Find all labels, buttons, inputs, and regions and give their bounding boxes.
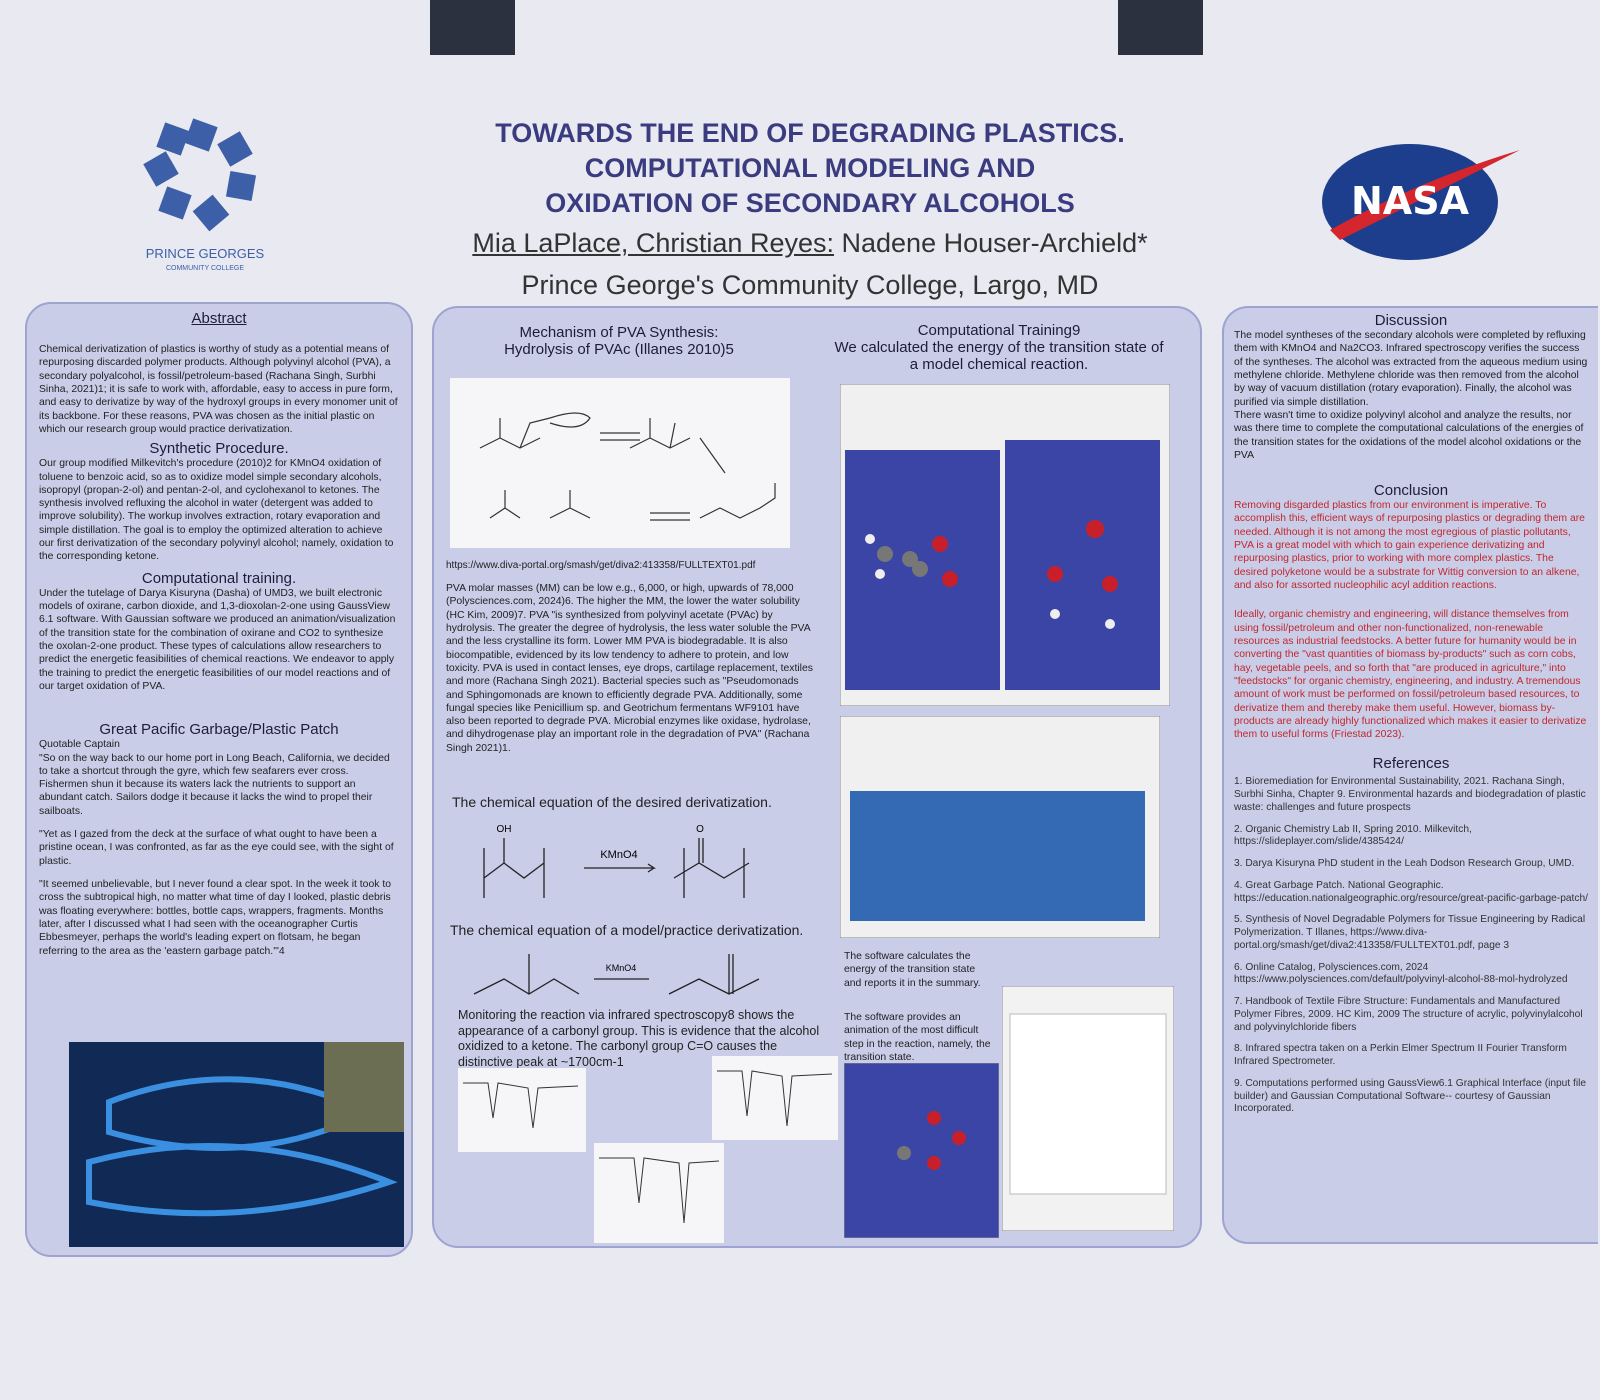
gaussview-window: [840, 384, 1170, 706]
paragraph: Chemical derivatization of plastics is w…: [39, 344, 398, 435]
reference: 2. Organic Chemistry Lab II, Spring 2010…: [1234, 823, 1472, 848]
reference: 8. Infrared spectra taken on a Perkin El…: [1234, 1043, 1567, 1068]
logo-text: NASA: [1351, 179, 1470, 223]
title-line: TOWARDS THE END OF DEGRADING PLASTICS.: [495, 118, 1125, 148]
clip: [1118, 0, 1203, 55]
ir-spectrum: [458, 1068, 586, 1152]
students: Mia LaPlace, Christian Reyes:: [472, 228, 834, 258]
gaussian-window: [840, 716, 1160, 938]
reference: 7. Handbook of Textile Fibre Structure: …: [1234, 996, 1583, 1033]
svg-text:O: O: [696, 824, 704, 835]
paragraph: Our group modified Milkevitch's procedur…: [39, 458, 394, 563]
heading: References: [1372, 755, 1450, 773]
heading: Conclusion: [1373, 482, 1449, 500]
caption: The software provides an animation of th…: [844, 1012, 991, 1063]
reference: 3. Darya Kisuryna PhD student in the Lea…: [1234, 858, 1575, 870]
nasa-logo: NASA: [1322, 144, 1520, 260]
affiliation: Prince George's Community College, Largo…: [521, 270, 1099, 300]
heading: Synthetic Procedure.: [149, 440, 289, 458]
paragraph: Removing disgarded plastics from our env…: [1234, 500, 1585, 591]
reference: 6. Online Catalog, Polysciences.com, 202…: [1234, 961, 1568, 986]
reference: 1. Bioremediation for Environmental Sust…: [1234, 776, 1586, 813]
subheading: Quotable Captain: [39, 739, 120, 751]
clip: [430, 0, 515, 55]
advisor: Nadene Houser-Archield*: [841, 228, 1148, 258]
caption: The software calculates the energy of th…: [844, 951, 981, 989]
title-line: OXIDATION OF SECONDARY ALCOHOLS: [545, 188, 1075, 218]
middle-panel: Mechanism of PVA Synthesis: Hydrolysis o…: [432, 306, 1202, 1248]
reference: 9. Computations performed using GaussVie…: [1234, 1077, 1587, 1115]
paragraph: Under the tutelage of Darya Kisuryna (Da…: [39, 587, 396, 692]
heading: The chemical equation of the desired der…: [452, 794, 772, 810]
mechanism-diagram: [450, 378, 790, 548]
logo-text: PRINCE GEORGES: [146, 246, 265, 261]
college-logo: PRINCE GEORGES COMMUNITY COLLEGE: [143, 118, 265, 272]
heading: Hydrolysis of PVAc (Illanes 2010)5: [504, 341, 734, 358]
reagent: KMnO4: [600, 849, 637, 861]
summary-window: [1002, 986, 1174, 1231]
equation-1: OH O KMnO4: [483, 824, 750, 898]
reagent: KMnO4: [606, 963, 637, 973]
heading: The chemical equation of a model/practic…: [450, 922, 804, 938]
right-panel: Discussion The model syntheses of the se…: [1222, 306, 1598, 1244]
paragraph: Monitoring the reaction via infrared spe…: [458, 1008, 820, 1069]
reference: 4. Great Garbage Patch. National Geograp…: [1234, 879, 1588, 904]
heading: Computational training.: [141, 569, 297, 587]
heading: Discussion: [1374, 312, 1448, 329]
ir-spectrum: [594, 1143, 724, 1243]
paragraph: There wasn't time to oxidize polyvinyl a…: [1234, 409, 1584, 461]
title: TOWARDS THE END OF DEGRADING PLASTICS. C…: [440, 116, 1180, 221]
heading: Mechanism of PVA Synthesis:: [519, 324, 719, 341]
url: https://www.diva-portal.org/smash/get/di…: [446, 560, 756, 571]
animation-window: [844, 1063, 999, 1238]
paragraph: We calculated the energy of the transiti…: [834, 339, 1164, 373]
heading: Great Pacific Garbage/Plastic Patch: [99, 721, 339, 739]
reference: 5. Synthesis of Novel Degradable Polymer…: [1234, 914, 1586, 951]
quote: "It seemed unbelievable, but I never fou…: [39, 879, 391, 957]
paragraph: PVA molar masses (MM) can be low e.g., 6…: [446, 583, 813, 754]
equation-2: KMnO4: [473, 954, 760, 995]
computation-header: Computational Training9 We calculated th…: [829, 322, 1169, 373]
heading: Computational Training9: [917, 322, 1081, 339]
paragraph: The model syntheses of the secondary alc…: [1234, 330, 1588, 408]
logo-text: COMMUNITY COLLEGE: [166, 265, 244, 272]
quote: "So on the way back to our home port in …: [39, 752, 390, 817]
paragraph: Ideally, organic chemistry and engineeri…: [1234, 609, 1587, 741]
quote: "Yet as I gazed from the deck at the sur…: [39, 829, 394, 867]
map: [69, 1042, 404, 1247]
title-line: COMPUTATIONAL MODELING AND: [584, 153, 1036, 183]
left-panel: Abstract Chemical derivatization of plas…: [25, 302, 413, 1257]
ir-spectrum: [712, 1056, 838, 1140]
mechanism-header: Mechanism of PVA Synthesis: Hydrolysis o…: [444, 324, 794, 358]
authors: Mia LaPlace, Christian Reyes: Nadene Hou…: [440, 228, 1180, 259]
heading: Abstract: [191, 310, 247, 327]
svg-text:OH: OH: [497, 824, 512, 835]
references: 1. Bioremediation for Environmental Sust…: [1234, 776, 1588, 1116]
